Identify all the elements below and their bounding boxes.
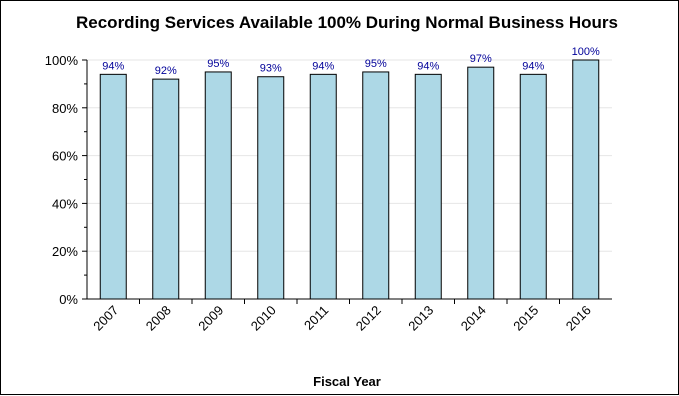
x-tick-label: 2016: [563, 303, 594, 334]
data-label-2014: 97%: [470, 53, 492, 65]
chart-title: Recording Services Available 100% During…: [76, 13, 618, 32]
bar-2009: [204, 71, 232, 300]
x-tick-label: 2012: [353, 303, 384, 334]
bar-2014: [467, 66, 495, 300]
bars: 94% 92% 95% 93% 94% 95% 94% 97% 94% 100%: [99, 46, 600, 300]
bar-2015: [519, 73, 547, 300]
y-tick-label: 80%: [52, 101, 78, 116]
x-tick-label: 2009: [195, 303, 226, 334]
bar-2012: [362, 71, 390, 300]
y-tick-label: 40%: [52, 196, 78, 211]
data-label-2013: 94%: [417, 60, 439, 72]
data-label-2015: 94%: [522, 60, 544, 72]
bar-2016: [572, 59, 600, 300]
data-label-2007: 94%: [102, 60, 124, 72]
x-tick-label: 2014: [458, 303, 489, 334]
x-tick-label: 2010: [248, 303, 279, 334]
x-tick-label: 2013: [405, 303, 436, 334]
x-tick-label: 2008: [143, 303, 174, 334]
data-label-2008: 92%: [155, 65, 177, 77]
data-label-2012: 95%: [365, 58, 387, 70]
data-label-2010: 93%: [260, 63, 282, 75]
y-tick-label: 100%: [45, 53, 79, 68]
x-tick-label: 2011: [301, 303, 331, 333]
y-tick-label: 20%: [52, 244, 78, 259]
bar-2011: [309, 73, 337, 300]
data-label-2009: 95%: [207, 58, 229, 70]
x-tick-label: 2007: [90, 303, 121, 334]
bar-2013: [414, 73, 442, 300]
data-label-2011: 94%: [312, 60, 334, 72]
bar-2007: [99, 73, 127, 300]
y-tick-label: 0%: [59, 292, 78, 307]
bar-2010: [257, 76, 285, 300]
x-tick-label: 2015: [510, 303, 541, 334]
bar-2008: [152, 78, 180, 300]
y-tick-label: 60%: [52, 149, 78, 164]
x-axis-label: Fiscal Year: [313, 374, 381, 389]
data-label-2016: 100%: [572, 46, 600, 58]
